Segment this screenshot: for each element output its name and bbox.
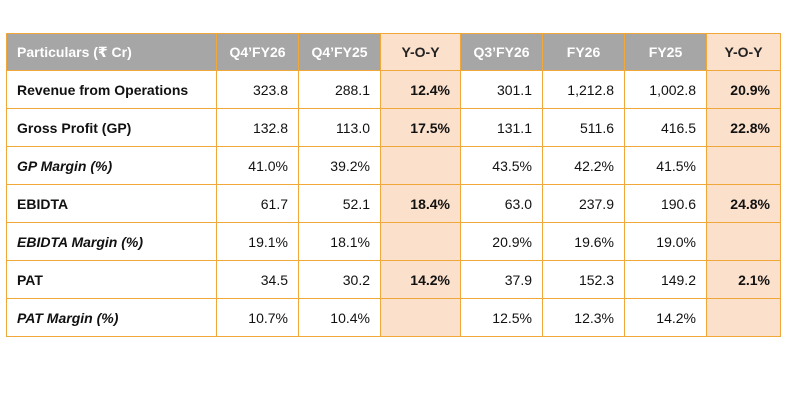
yoy-cell: 22.8% bbox=[706, 108, 781, 147]
header-particulars: Particulars (₹ Cr) bbox=[6, 33, 217, 71]
yoy-cell: 14.2% bbox=[380, 260, 461, 299]
header-annual-yoy: Y-O-Y bbox=[706, 33, 781, 71]
table-cell: 30.2 bbox=[298, 260, 381, 299]
table-cell: 42.2% bbox=[542, 146, 625, 185]
table-cell: 113.0 bbox=[298, 108, 381, 147]
table-row: Gross Profit (GP) 132.8 113.0 17.5% 131.… bbox=[6, 108, 781, 147]
table-cell: 52.1 bbox=[298, 184, 381, 223]
financial-summary: Particulars (₹ Cr) Q4’FY26 Q4’FY25 Y-O-Y… bbox=[6, 33, 781, 337]
yoy-cell bbox=[706, 298, 781, 337]
header-fy26: FY26 bbox=[542, 33, 625, 71]
table-cell: 10.7% bbox=[216, 298, 299, 337]
table-cell: 19.6% bbox=[542, 222, 625, 261]
header-q4-fy26: Q4’FY26 bbox=[216, 33, 299, 71]
row-label: EBIDTA Margin (%) bbox=[6, 222, 217, 261]
table-row: GP Margin (%) 41.0% 39.2% 43.5% 42.2% 41… bbox=[6, 146, 781, 185]
table-cell: 39.2% bbox=[298, 146, 381, 185]
table-row: Revenue from Operations 323.8 288.1 12.4… bbox=[6, 70, 781, 109]
row-label: GP Margin (%) bbox=[6, 146, 217, 185]
table-cell: 1,212.8 bbox=[542, 70, 625, 109]
table-cell: 190.6 bbox=[624, 184, 707, 223]
table-cell: 288.1 bbox=[298, 70, 381, 109]
row-label: EBIDTA bbox=[6, 184, 217, 223]
table-header-row: Particulars (₹ Cr) Q4’FY26 Q4’FY25 Y-O-Y… bbox=[6, 33, 781, 71]
table-row: EBIDTA 61.7 52.1 18.4% 63.0 237.9 190.6 … bbox=[6, 184, 781, 223]
table-cell: 323.8 bbox=[216, 70, 299, 109]
table-cell: 19.0% bbox=[624, 222, 707, 261]
row-label: PAT bbox=[6, 260, 217, 299]
table-cell: 149.2 bbox=[624, 260, 707, 299]
yoy-cell: 18.4% bbox=[380, 184, 461, 223]
table-cell: 63.0 bbox=[460, 184, 543, 223]
table-cell: 43.5% bbox=[460, 146, 543, 185]
yoy-cell: 2.1% bbox=[706, 260, 781, 299]
table-cell: 12.5% bbox=[460, 298, 543, 337]
yoy-cell: 17.5% bbox=[380, 108, 461, 147]
table-cell: 132.8 bbox=[216, 108, 299, 147]
yoy-cell: 12.4% bbox=[380, 70, 461, 109]
table-cell: 41.5% bbox=[624, 146, 707, 185]
yoy-cell: 20.9% bbox=[706, 70, 781, 109]
table-cell: 18.1% bbox=[298, 222, 381, 261]
financial-table: Particulars (₹ Cr) Q4’FY26 Q4’FY25 Y-O-Y… bbox=[6, 33, 781, 337]
table-cell: 34.5 bbox=[216, 260, 299, 299]
table-cell: 301.1 bbox=[460, 70, 543, 109]
table-cell: 237.9 bbox=[542, 184, 625, 223]
yoy-cell bbox=[380, 298, 461, 337]
table-cell: 37.9 bbox=[460, 260, 543, 299]
table-cell: 14.2% bbox=[624, 298, 707, 337]
table-cell: 20.9% bbox=[460, 222, 543, 261]
table-cell: 511.6 bbox=[542, 108, 625, 147]
table-cell: 61.7 bbox=[216, 184, 299, 223]
yoy-cell bbox=[706, 222, 781, 261]
row-label: Revenue from Operations bbox=[6, 70, 217, 109]
table-cell: 19.1% bbox=[216, 222, 299, 261]
table-cell: 416.5 bbox=[624, 108, 707, 147]
table-row: PAT 34.5 30.2 14.2% 37.9 152.3 149.2 2.1… bbox=[6, 260, 781, 299]
table-row: EBIDTA Margin (%) 19.1% 18.1% 20.9% 19.6… bbox=[6, 222, 781, 261]
header-quarter-yoy: Y-O-Y bbox=[380, 33, 461, 71]
header-q3-fy26: Q3’FY26 bbox=[460, 33, 543, 71]
table-cell: 12.3% bbox=[542, 298, 625, 337]
header-q4-fy25: Q4’FY25 bbox=[298, 33, 381, 71]
row-label: Gross Profit (GP) bbox=[6, 108, 217, 147]
yoy-cell bbox=[380, 146, 461, 185]
table-cell: 41.0% bbox=[216, 146, 299, 185]
yoy-cell bbox=[380, 222, 461, 261]
row-label: PAT Margin (%) bbox=[6, 298, 217, 337]
table-cell: 10.4% bbox=[298, 298, 381, 337]
yoy-cell bbox=[706, 146, 781, 185]
header-fy25: FY25 bbox=[624, 33, 707, 71]
table-row: PAT Margin (%) 10.7% 10.4% 12.5% 12.3% 1… bbox=[6, 298, 781, 337]
yoy-cell: 24.8% bbox=[706, 184, 781, 223]
table-cell: 131.1 bbox=[460, 108, 543, 147]
table-cell: 152.3 bbox=[542, 260, 625, 299]
table-cell: 1,002.8 bbox=[624, 70, 707, 109]
